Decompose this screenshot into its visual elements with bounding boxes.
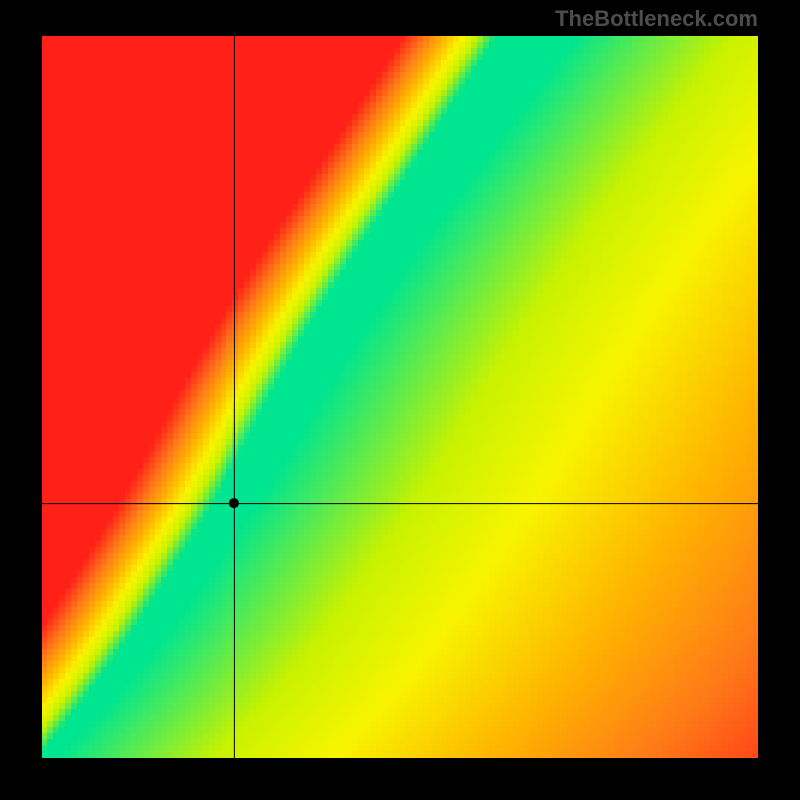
heatmap-plot	[42, 36, 758, 758]
watermark-text: TheBottleneck.com	[555, 6, 758, 32]
